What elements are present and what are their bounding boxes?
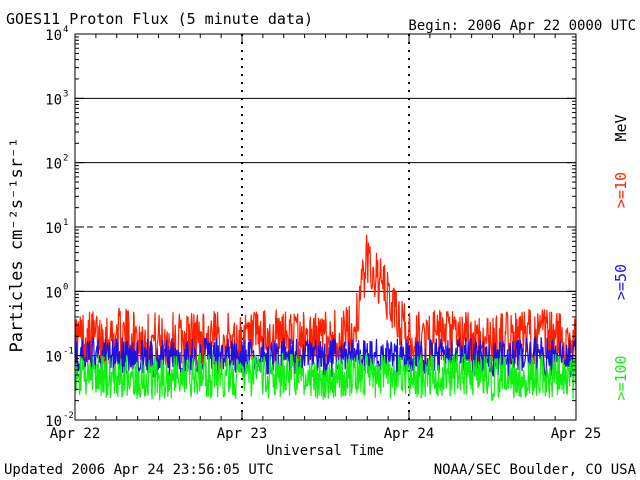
y-tick-base: 10 bbox=[45, 285, 62, 301]
y-tick-exponent: 0 bbox=[63, 282, 68, 292]
y-tick-exponent: 1 bbox=[63, 218, 68, 228]
y-tick-exponent: -2 bbox=[63, 411, 74, 421]
y-tick-label: 10 2 bbox=[45, 154, 68, 173]
y-tick-label: 10 3 bbox=[45, 89, 68, 108]
axis-frame bbox=[74, 33, 577, 421]
x-axis-label: Universal Time bbox=[266, 443, 384, 459]
series-line-0 bbox=[74, 234, 577, 372]
y-tick-label: 10 -2 bbox=[45, 411, 74, 430]
legend-ge100: >=100 bbox=[612, 355, 630, 400]
credit-text: NOAA/SEC Boulder, CO USA bbox=[434, 462, 637, 478]
series-layer bbox=[74, 234, 577, 402]
y-tick-label: 10 1 bbox=[45, 218, 68, 237]
energy-legend: MeV >=10 >=50 >=100 bbox=[612, 114, 630, 400]
y-tick-base: 10 bbox=[45, 221, 62, 237]
y-tick-base: 10 bbox=[45, 157, 62, 173]
begin-date: Begin: 2006 Apr 22 0000 UTC bbox=[408, 18, 636, 34]
y-axis-label: Particles cm⁻²s⁻¹sr⁻¹ bbox=[7, 138, 27, 353]
x-tick-label: Apr 25 bbox=[551, 426, 602, 442]
y-tick-exponent: 3 bbox=[63, 89, 68, 99]
legend-ge10: >=10 bbox=[612, 172, 630, 208]
y-tick-label: 10 4 bbox=[45, 25, 68, 44]
y-tick-exponent: 4 bbox=[63, 25, 68, 35]
y-tick-label: 10 -1 bbox=[45, 347, 74, 366]
y-tick-base: 10 bbox=[45, 92, 62, 108]
y-tick-base: 10 bbox=[45, 28, 62, 44]
chart-title: GOES11 Proton Flux (5 minute data) bbox=[6, 10, 313, 28]
x-tick-label: Apr 22 bbox=[50, 426, 101, 442]
x-tick-label: Apr 23 bbox=[217, 426, 268, 442]
y-tick-base: 10 bbox=[45, 350, 62, 366]
y-tick-exponent: 2 bbox=[63, 154, 68, 164]
legend-ge50: >=50 bbox=[612, 264, 630, 300]
y-tick-base: 10 bbox=[45, 414, 62, 430]
legend-unit: MeV bbox=[612, 114, 630, 141]
y-tick-exponent: -1 bbox=[63, 347, 74, 357]
x-tick-label: Apr 24 bbox=[384, 426, 435, 442]
updated-timestamp: Updated 2006 Apr 24 23:56:05 UTC bbox=[4, 462, 274, 478]
y-tick-label: 10 0 bbox=[45, 282, 68, 301]
x-tick-labels: Apr 22 Apr 23 Apr 24 Apr 25 bbox=[50, 426, 602, 442]
series-line-2 bbox=[74, 352, 577, 402]
